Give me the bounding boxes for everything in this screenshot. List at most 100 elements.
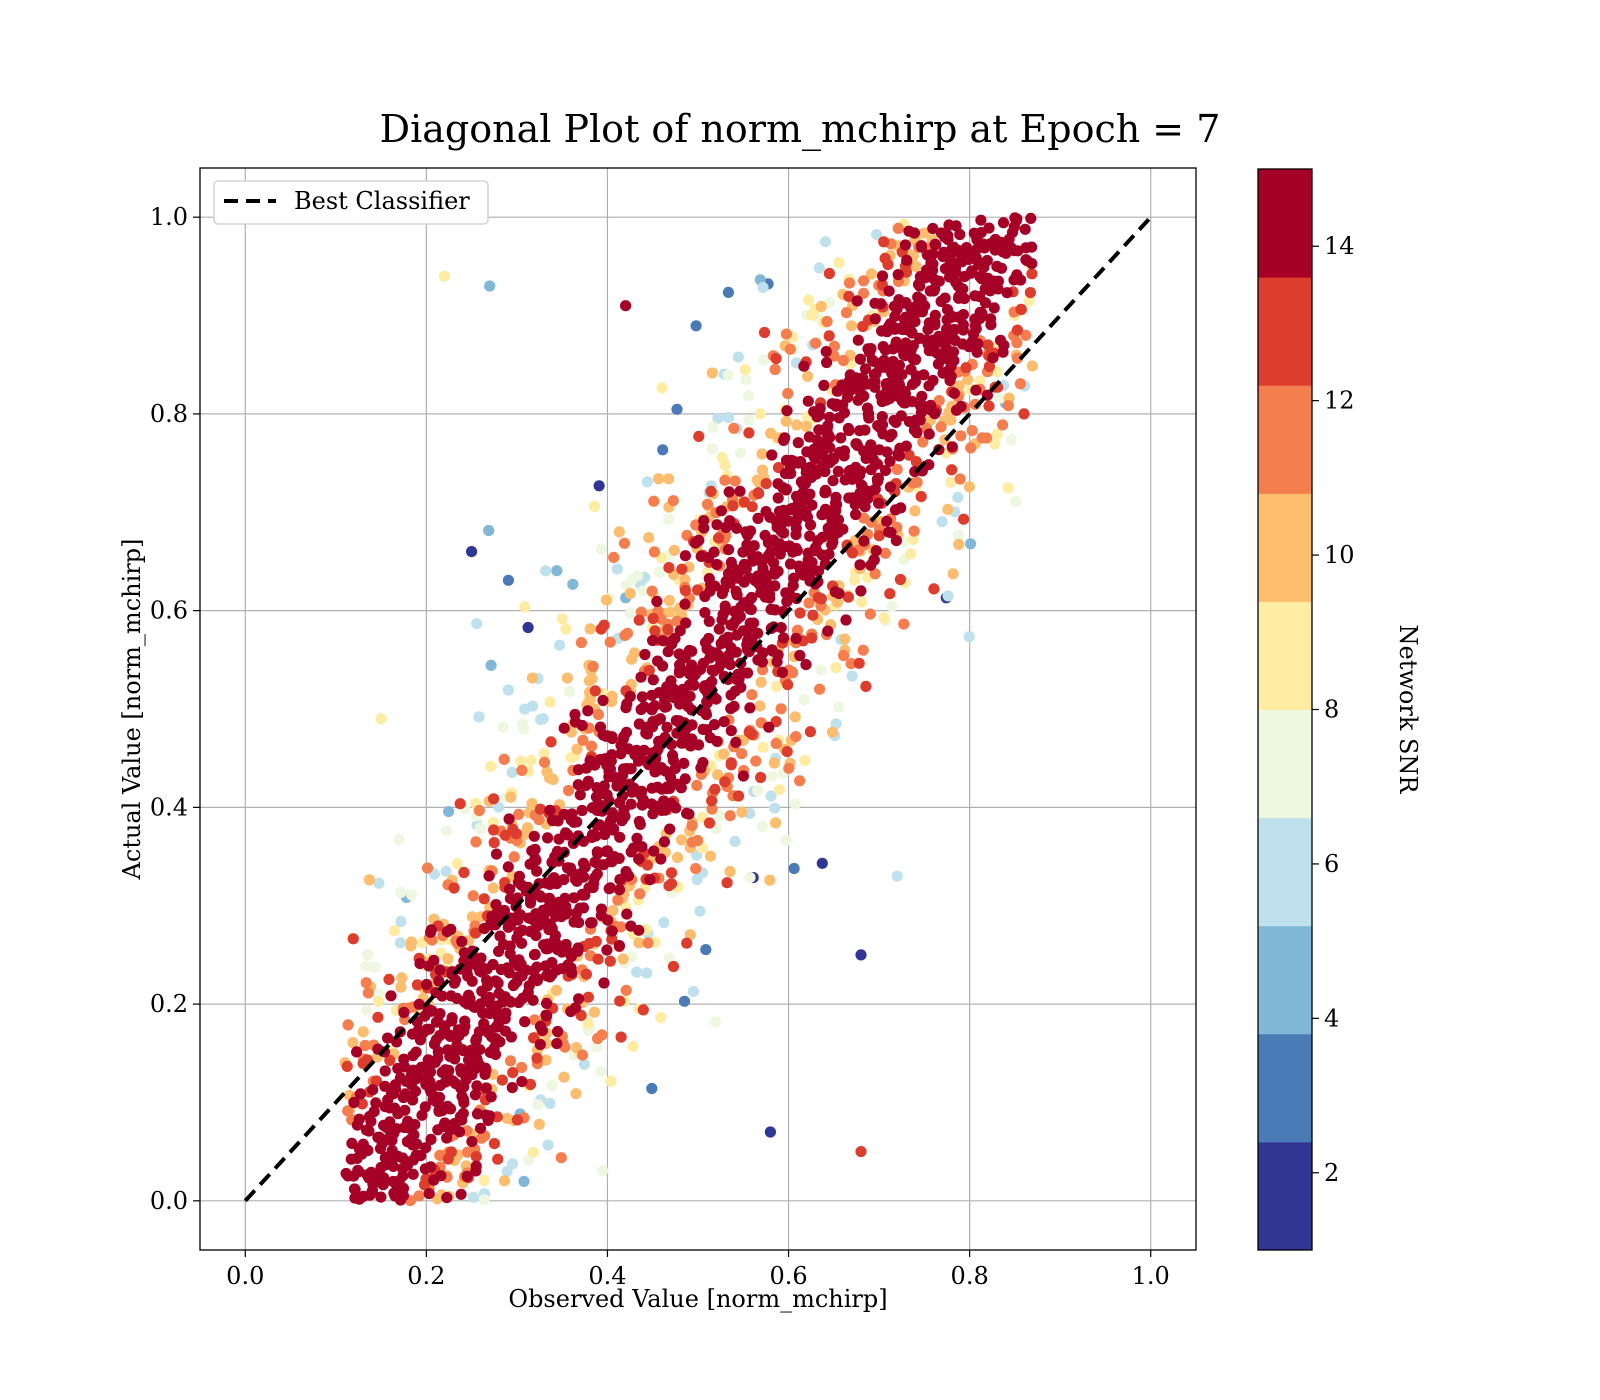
scatter-point — [368, 1105, 380, 1118]
scatter-point — [690, 320, 702, 332]
scatter-point — [374, 1143, 387, 1155]
scatter-point — [638, 744, 650, 756]
scatter-point — [383, 973, 395, 986]
scatter-point — [606, 731, 618, 743]
scatter-point — [497, 721, 509, 733]
scatter-point — [501, 962, 513, 974]
scatter-point — [818, 379, 830, 391]
scatter-point — [958, 513, 970, 525]
scatter-point — [804, 530, 816, 542]
scatter-point — [642, 937, 654, 949]
scatter-point — [903, 416, 916, 428]
scatter-point — [425, 1133, 437, 1145]
scatter-point — [677, 735, 689, 748]
scatter-point — [644, 874, 656, 886]
scatter-point — [883, 526, 895, 538]
scatter-point — [346, 1137, 358, 1149]
scatter-point — [652, 655, 664, 667]
scatter-point — [363, 1125, 375, 1137]
scatter-point — [728, 422, 740, 434]
scatter-point — [571, 743, 583, 755]
scatter-point — [410, 1046, 422, 1058]
scatter-point — [428, 954, 440, 966]
scatter-point — [587, 660, 599, 673]
scatter-point — [614, 831, 626, 843]
scatter-point — [633, 853, 645, 865]
scatter-point — [752, 784, 764, 797]
scatter-point — [817, 460, 829, 472]
scatter-point — [618, 730, 630, 743]
scatter-point — [865, 559, 877, 571]
scatter-point — [833, 587, 845, 600]
scatter-point — [841, 391, 854, 403]
scatter-point — [629, 647, 641, 659]
scatter-point — [957, 309, 970, 321]
scatter-point — [734, 447, 747, 459]
scatter-point — [538, 747, 550, 760]
scatter-point — [534, 1038, 546, 1051]
scatter-point — [828, 340, 841, 352]
scatter-point — [955, 430, 967, 442]
scatter-point — [474, 965, 486, 977]
scatter-point — [701, 498, 714, 510]
scatter-point — [914, 280, 926, 292]
scatter-point — [410, 1149, 422, 1161]
scatter-point — [356, 1148, 368, 1160]
grid — [200, 168, 1196, 1250]
scatter-point — [547, 773, 559, 786]
scatter-point — [679, 584, 692, 597]
scatter-point — [718, 716, 730, 728]
scatter-point — [661, 783, 673, 795]
scatter-point — [527, 994, 539, 1006]
scatter-point — [406, 889, 418, 901]
scatter-point — [353, 1166, 365, 1178]
scatter-point — [740, 374, 752, 386]
scatter-point — [595, 903, 608, 915]
scatter-point — [471, 618, 483, 630]
scatter-point — [430, 1096, 442, 1108]
scatter-point — [722, 369, 734, 381]
scatter-point — [560, 623, 572, 635]
scatter-point — [499, 1025, 511, 1037]
scatter-point — [690, 537, 702, 549]
scatter-point — [1020, 242, 1032, 254]
scatter-point — [908, 525, 920, 537]
scatter-point — [1011, 352, 1024, 364]
scatter-point — [890, 535, 903, 547]
scatter-point — [351, 1119, 363, 1131]
colorbar-tick-label: 14 — [1324, 232, 1355, 260]
scatter-point — [942, 233, 954, 246]
best-classifier-line — [243, 215, 1153, 1203]
scatter-point — [858, 287, 870, 299]
scatter-point — [802, 395, 814, 407]
scatter-point — [713, 810, 726, 822]
scatter-point — [971, 254, 983, 266]
scatter-point — [635, 789, 647, 801]
scatter-point — [694, 905, 706, 917]
scatter-point — [947, 267, 959, 279]
scatter-point — [658, 795, 670, 807]
scatter-point — [732, 790, 745, 802]
scatter-point — [716, 614, 728, 626]
scatter-point — [526, 798, 538, 810]
scatter-point — [1002, 482, 1014, 494]
scatter-point — [341, 1060, 353, 1072]
scatter-point — [668, 544, 680, 556]
scatter-point — [516, 1076, 528, 1088]
scatter-point — [454, 798, 466, 810]
scatter-point — [893, 359, 906, 371]
scatter-point — [826, 398, 838, 410]
scatter-point — [851, 295, 863, 307]
scatter-point — [858, 535, 870, 547]
x-tick-label: 0.6 — [769, 1262, 807, 1290]
scatter-point — [441, 926, 453, 938]
scatter-point — [851, 438, 863, 450]
scatter-point — [927, 334, 939, 346]
scatter-point — [502, 921, 514, 933]
scatter-point — [572, 942, 584, 954]
scatter-point — [586, 673, 598, 685]
scatter-point — [970, 323, 982, 335]
scatter-point — [620, 984, 632, 996]
scatter-point — [589, 500, 601, 512]
scatter-point — [359, 1039, 371, 1052]
